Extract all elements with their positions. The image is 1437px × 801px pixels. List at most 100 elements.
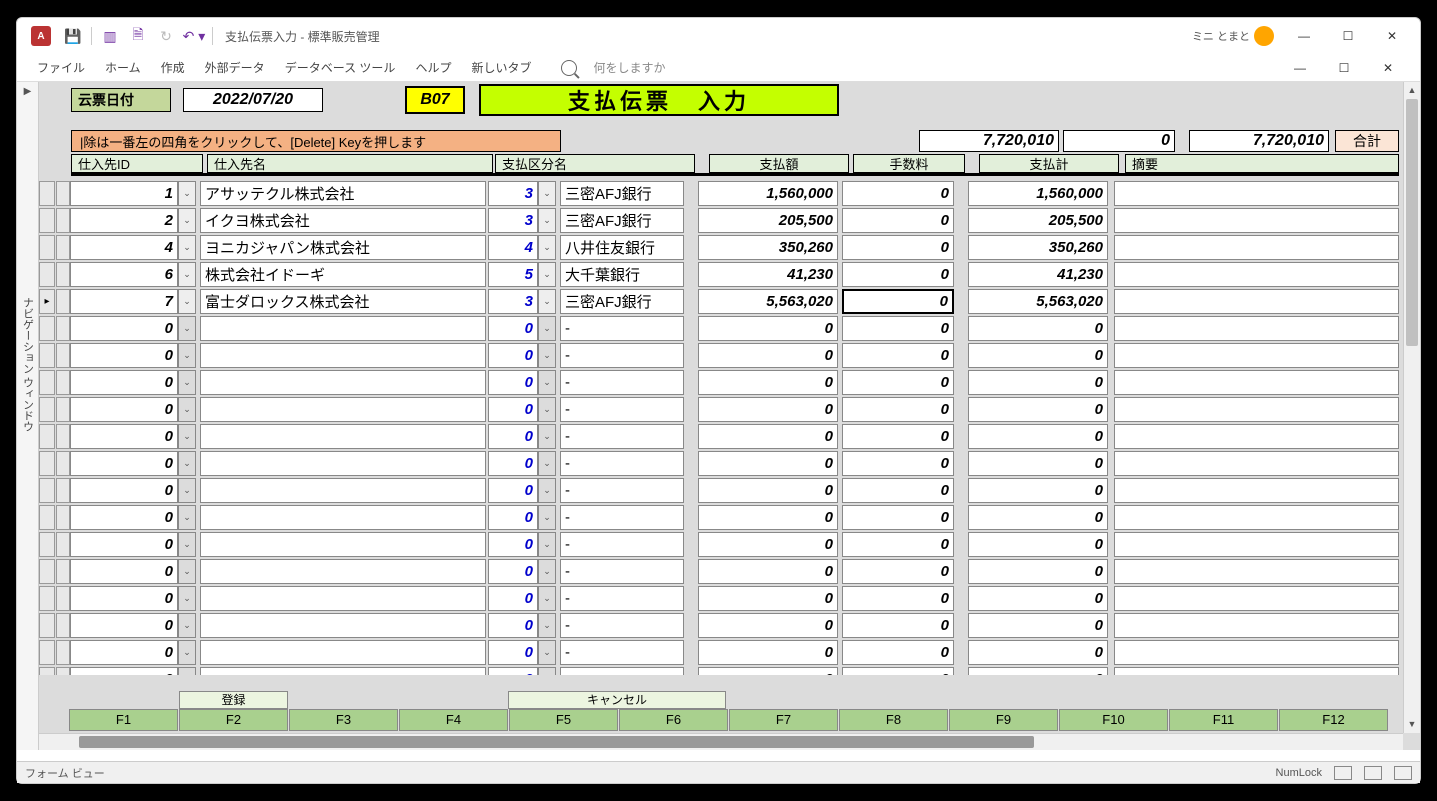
cell-amount[interactable]: 0 [698, 613, 838, 638]
dropdown-icon[interactable]: ⌄ [538, 451, 556, 476]
view-form-icon[interactable] [1334, 766, 1352, 780]
cell-amount[interactable]: 5,563,020 [698, 289, 838, 314]
cell-name[interactable] [200, 613, 486, 638]
cell-id[interactable]: 7 [70, 289, 178, 314]
cell-total[interactable]: 0 [968, 343, 1108, 368]
cell-name[interactable]: 富士ダロックス株式会社 [200, 289, 486, 314]
dropdown-icon[interactable]: ⌄ [178, 478, 196, 503]
row-indicator[interactable] [56, 613, 70, 638]
row-selector[interactable] [39, 316, 55, 341]
fkey-f5[interactable]: F5 [509, 709, 618, 731]
cell-bank[interactable]: - [560, 505, 684, 530]
cell-fee[interactable]: 0 [842, 208, 954, 233]
row-indicator[interactable] [56, 208, 70, 233]
cell-total[interactable]: 1,560,000 [968, 181, 1108, 206]
cell-id[interactable]: 0 [70, 505, 178, 530]
cell-total[interactable]: 350,260 [968, 235, 1108, 260]
cell-id[interactable]: 0 [70, 343, 178, 368]
dropdown-icon[interactable]: ⌄ [538, 316, 556, 341]
fkey-f3[interactable]: F3 [289, 709, 398, 731]
cell-fee[interactable]: 0 [842, 559, 954, 584]
cell-amount[interactable]: 0 [698, 451, 838, 476]
cell-bank[interactable]: 三密AFJ銀行 [560, 181, 684, 206]
cell-fee[interactable]: 0 [842, 478, 954, 503]
qat-icon-1[interactable]: ▥ [98, 24, 122, 48]
scroll-up-icon[interactable]: ▲ [1404, 82, 1420, 99]
row-selector[interactable] [39, 640, 55, 665]
cell-id[interactable]: 4 [70, 235, 178, 260]
cell-fee[interactable]: 0 [842, 235, 954, 260]
cell-id[interactable]: 6 [70, 262, 178, 287]
cell-fee[interactable]: 0 [842, 451, 954, 476]
cell-amount[interactable]: 0 [698, 640, 838, 665]
cell-memo[interactable] [1114, 370, 1399, 395]
fkey-f8[interactable]: F8 [839, 709, 948, 731]
cell-bank[interactable]: - [560, 586, 684, 611]
cell-id[interactable]: 0 [70, 451, 178, 476]
fkey-f6[interactable]: F6 [619, 709, 728, 731]
row-selector[interactable] [39, 532, 55, 557]
cell-name[interactable] [200, 559, 486, 584]
dropdown-icon[interactable]: ⌄ [178, 235, 196, 260]
user-avatar-icon[interactable] [1254, 26, 1274, 46]
dropdown-icon[interactable]: ⌄ [178, 262, 196, 287]
cell-bank[interactable]: - [560, 397, 684, 422]
cell-memo[interactable] [1114, 613, 1399, 638]
dropdown-icon[interactable]: ⌄ [538, 397, 556, 422]
view-layout-icon[interactable] [1394, 766, 1412, 780]
cell-amount[interactable]: 0 [698, 559, 838, 584]
dropdown-icon[interactable]: ⌄ [538, 505, 556, 530]
cell-id[interactable]: 0 [70, 640, 178, 665]
dropdown-icon[interactable]: ⌄ [538, 289, 556, 314]
register-button[interactable]: 登録 [179, 691, 288, 709]
cell-amount[interactable]: 0 [698, 343, 838, 368]
cell-memo[interactable] [1114, 424, 1399, 449]
cell-fee[interactable]: 0 [842, 289, 954, 314]
cell-total[interactable]: 0 [968, 586, 1108, 611]
cell-category[interactable]: 3 [488, 289, 538, 314]
save-icon[interactable]: 💾 [61, 24, 85, 48]
scroll-down-icon[interactable]: ▼ [1404, 716, 1420, 733]
cell-memo[interactable] [1114, 235, 1399, 260]
cell-name[interactable] [200, 343, 486, 368]
row-indicator[interactable] [56, 235, 70, 260]
dropdown-icon[interactable]: ⌄ [178, 316, 196, 341]
cell-category[interactable]: 0 [488, 532, 538, 557]
row-indicator[interactable] [56, 451, 70, 476]
fkey-f1[interactable]: F1 [69, 709, 178, 731]
cell-category[interactable]: 0 [488, 640, 538, 665]
dropdown-icon[interactable]: ⌄ [178, 532, 196, 557]
dropdown-icon[interactable]: ⌄ [538, 613, 556, 638]
row-indicator[interactable] [56, 370, 70, 395]
cell-total[interactable]: 0 [968, 505, 1108, 530]
cell-id[interactable]: 0 [70, 667, 178, 675]
cell-memo[interactable] [1114, 262, 1399, 287]
cell-name[interactable] [200, 586, 486, 611]
cell-total[interactable]: 41,230 [968, 262, 1108, 287]
cell-total[interactable]: 0 [968, 451, 1108, 476]
cell-amount[interactable]: 0 [698, 532, 838, 557]
cell-memo[interactable] [1114, 505, 1399, 530]
dropdown-icon[interactable]: ⌄ [538, 343, 556, 368]
cell-fee[interactable]: 0 [842, 316, 954, 341]
cell-bank[interactable]: - [560, 478, 684, 503]
fkey-f4[interactable]: F4 [399, 709, 508, 731]
cell-fee[interactable]: 0 [842, 505, 954, 530]
horizontal-scrollbar[interactable] [39, 733, 1403, 750]
sub-maximize-button[interactable]: ☐ [1322, 53, 1366, 83]
cell-bank[interactable]: 大千葉銀行 [560, 262, 684, 287]
scroll-thumb[interactable] [1406, 99, 1418, 346]
cell-category[interactable]: 0 [488, 559, 538, 584]
menu-external[interactable]: 外部データ [195, 59, 275, 76]
cell-total[interactable]: 0 [968, 478, 1108, 503]
fkey-f9[interactable]: F9 [949, 709, 1058, 731]
cell-id[interactable]: 1 [70, 181, 178, 206]
cell-memo[interactable] [1114, 397, 1399, 422]
cell-memo[interactable] [1114, 343, 1399, 368]
cell-category[interactable]: 0 [488, 478, 538, 503]
cell-memo[interactable] [1114, 586, 1399, 611]
maximize-button[interactable]: ☐ [1326, 21, 1370, 51]
dropdown-icon[interactable]: ⌄ [178, 397, 196, 422]
cell-total[interactable]: 0 [968, 613, 1108, 638]
cell-category[interactable]: 0 [488, 613, 538, 638]
